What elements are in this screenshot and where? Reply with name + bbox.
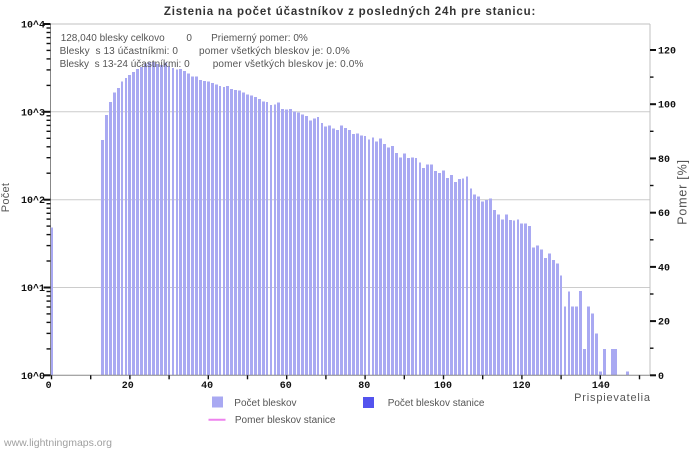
svg-text:128,040 blesky celkovo: 128,040 blesky celkovo — [61, 33, 165, 44]
svg-text:80: 80 — [658, 155, 670, 166]
svg-text:10^4: 10^4 — [21, 20, 45, 32]
svg-text:140: 140 — [592, 381, 610, 392]
svg-text:Počet bleskov stanice: Počet bleskov stanice — [388, 398, 485, 409]
svg-text:pomer všetkých bleskov je: 0.0: pomer všetkých bleskov je: 0.0% — [213, 59, 364, 70]
svg-text:0: 0 — [46, 381, 52, 392]
svg-text:pomer všetkých bleskov je: 0.0: pomer všetkých bleskov je: 0.0% — [199, 46, 350, 57]
svg-text:40: 40 — [658, 263, 670, 274]
svg-text:Blesky s 13-24 účastníkmi: 0: Blesky s 13-24 účastníkmi: 0 — [60, 59, 190, 70]
svg-text:120: 120 — [513, 381, 531, 392]
svg-text:60: 60 — [658, 209, 670, 220]
svg-text:Pomer bleskov stanice: Pomer bleskov stanice — [235, 415, 336, 426]
svg-text:80: 80 — [358, 381, 370, 392]
svg-text:20: 20 — [122, 381, 134, 392]
svg-text:60: 60 — [280, 381, 292, 392]
svg-text:Počet bleskov: Počet bleskov — [234, 398, 296, 409]
svg-text:10^3: 10^3 — [21, 107, 45, 119]
svg-text:Blesky s 13 účastníkmi: 0: Blesky s 13 účastníkmi: 0 — [60, 46, 179, 57]
svg-text:0: 0 — [186, 33, 192, 44]
svg-text:Pomer [%]: Pomer [%] — [676, 159, 690, 225]
svg-text:Prispievatelia: Prispievatelia — [574, 392, 651, 404]
svg-text:Počet: Počet — [0, 183, 12, 212]
svg-text:100: 100 — [434, 381, 452, 392]
svg-text:10^2: 10^2 — [21, 195, 45, 207]
svg-text:0: 0 — [658, 372, 664, 383]
svg-text:Priemerný pomer: 0%: Priemerný pomer: 0% — [211, 33, 308, 44]
svg-text:www.lightningmaps.org: www.lightningmaps.org — [3, 437, 112, 449]
svg-text:20: 20 — [658, 318, 670, 329]
svg-text:10^0: 10^0 — [21, 371, 45, 383]
svg-text:40: 40 — [201, 381, 213, 392]
svg-text:10^1: 10^1 — [21, 283, 45, 295]
svg-text:100: 100 — [658, 101, 676, 112]
svg-text:120: 120 — [658, 47, 676, 58]
svg-text:Zistenia na počet účastníkov z: Zistenia na počet účastníkov z poslednýc… — [164, 6, 536, 18]
